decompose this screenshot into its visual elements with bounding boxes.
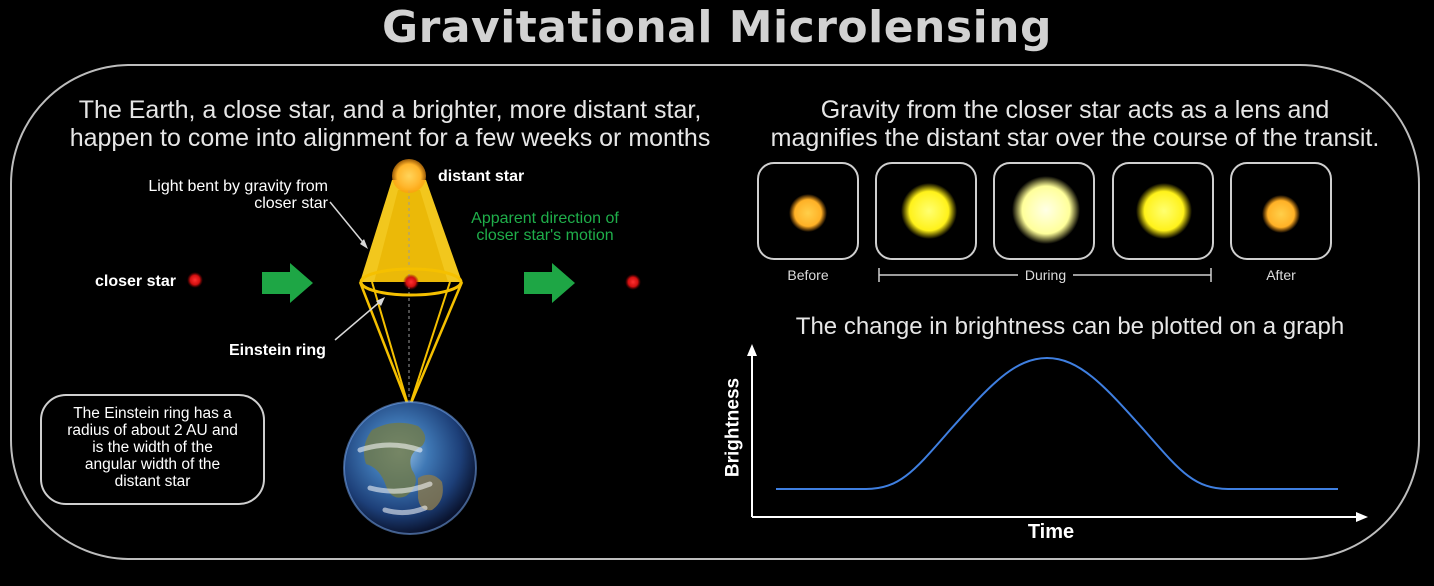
motion-line2: closer star's motion	[476, 227, 614, 244]
note-line: angular width of the	[84, 456, 221, 473]
main-frame	[10, 64, 1420, 560]
graph-title: The change in brightness can be plotted …	[795, 313, 1345, 340]
frame-after	[1230, 162, 1332, 260]
note-line: distant star	[114, 473, 191, 490]
page-title: Gravitational Microlensing	[382, 2, 1052, 53]
pointer-arrowhead	[376, 297, 385, 306]
light-bent-line1: Light bent by gravity from	[148, 178, 328, 195]
frame-label-during: During	[1024, 267, 1067, 283]
right-caption: Gravity from the closer star acts as a l…	[745, 96, 1405, 152]
light-cone-upper-inner	[374, 190, 448, 282]
light-bent-line2: closer star	[254, 195, 328, 212]
pointer-einstein-ring	[334, 299, 383, 341]
closer-star-start-icon	[187, 272, 203, 288]
x-axis-arrow-icon	[1356, 512, 1368, 522]
distant-star-label: distant star	[438, 168, 525, 185]
left-caption-line2: happen to come into alignment for a few …	[69, 124, 711, 152]
einstein-ring-note: The Einstein ring has a radius of about …	[40, 394, 265, 505]
motion-direction-label: Apparent direction of closer star's moti…	[455, 210, 635, 244]
right-caption-line1: Gravity from the closer star acts as a l…	[820, 96, 1330, 124]
closer-star-label: closer star	[95, 273, 176, 290]
closer-star-end-icon	[625, 274, 641, 290]
motion-arrow-icon	[262, 263, 313, 303]
einstein-ring-label: Einstein ring	[229, 342, 326, 359]
motion-arrow-icon	[524, 263, 575, 303]
light-bent-label: Light bent by gravity from closer star	[118, 178, 328, 212]
frame-during-2	[993, 162, 1095, 260]
closer-star-middle-icon	[403, 274, 419, 290]
frame-label-after: After	[1266, 267, 1296, 283]
y-axis-arrow-icon	[747, 344, 757, 356]
frame-before	[757, 162, 859, 260]
frame-label-before: Before	[787, 267, 829, 283]
distant-star-icon	[392, 159, 426, 193]
light-cone-lower-outer	[358, 281, 464, 412]
note-line: radius of about 2 AU and	[67, 422, 238, 439]
einstein-ring-icon	[359, 267, 463, 297]
earth-icon	[343, 401, 477, 535]
left-caption-line1: The Earth, a close star, and a brighter,…	[78, 96, 702, 124]
left-caption: The Earth, a close star, and a brighter,…	[40, 96, 740, 152]
graph-ylabel: Brightness	[722, 377, 744, 478]
graph-xlabel: Time	[1027, 521, 1075, 543]
brightness-curve	[776, 356, 1338, 490]
right-caption-line2: magnifies the distant star over the cour…	[770, 124, 1380, 152]
note-line: is the width of the	[92, 439, 213, 456]
pointer-arrowhead	[360, 239, 368, 249]
frame-during-3	[1112, 162, 1214, 260]
frame-during-1	[875, 162, 977, 260]
motion-line1: Apparent direction of	[471, 210, 619, 227]
pointer-light-bent	[329, 201, 367, 247]
note-line: The Einstein ring has a	[73, 405, 232, 422]
